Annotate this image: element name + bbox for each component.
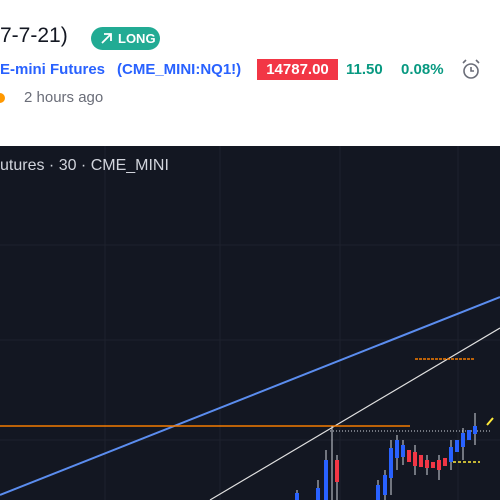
chart-drawing: [376, 485, 380, 500]
chart-drawing: [431, 462, 435, 468]
change-percent: 0.08%: [401, 61, 444, 78]
time-ago: 2 hours ago: [24, 89, 104, 106]
chart-drawing: [461, 433, 465, 447]
change: 11.50: [346, 61, 383, 78]
arrow-icon: [101, 33, 112, 44]
chart-drawing: [209, 327, 500, 500]
chart-drawing: [335, 460, 339, 482]
chart-drawing: [413, 452, 417, 466]
icon-part: [463, 63, 479, 79]
chart-drawing: [395, 440, 399, 458]
chart-drawing: [316, 488, 320, 500]
status-dot: [0, 93, 5, 103]
badge-text: LONG: [118, 31, 156, 46]
icon-part: [462, 59, 480, 72]
idea-title: 7-7-21): [0, 24, 68, 47]
symbol-name[interactable]: E-mini Futures: [0, 61, 106, 78]
chart-drawing: [455, 440, 459, 452]
chart-drawing: [401, 445, 405, 457]
chart-drawing: [383, 475, 387, 495]
chart-drawing: [419, 455, 423, 467]
chart-drawing: [425, 460, 429, 468]
chart-drawing: [0, 146, 500, 500]
chart-drawing: [389, 448, 393, 478]
chart-area: [0, 146, 500, 500]
long-badge[interactable]: LONG: [91, 27, 160, 50]
icon-part: [101, 33, 112, 44]
chart-drawing: [335, 450, 447, 482]
chart-drawing: [473, 426, 477, 434]
chart-drawing: [324, 460, 328, 500]
chart-drawing: [295, 426, 477, 500]
price: 14787.00: [257, 59, 338, 80]
chart-drawing: [467, 430, 471, 440]
chart-drawing: [437, 460, 441, 470]
chart-drawing: [295, 493, 299, 500]
alarm-icon[interactable]: [460, 58, 484, 82]
chart-drawing: [407, 450, 411, 462]
chart-drawing: [0, 296, 500, 496]
chart-legend: utures · 30 · CME_MINI: [0, 157, 169, 174]
chart-drawing: [486, 417, 494, 426]
chart-drawing: [443, 458, 447, 466]
chart-drawing: [449, 447, 453, 462]
symbol-code[interactable]: (CME_MINI:NQ1!): [117, 61, 242, 78]
